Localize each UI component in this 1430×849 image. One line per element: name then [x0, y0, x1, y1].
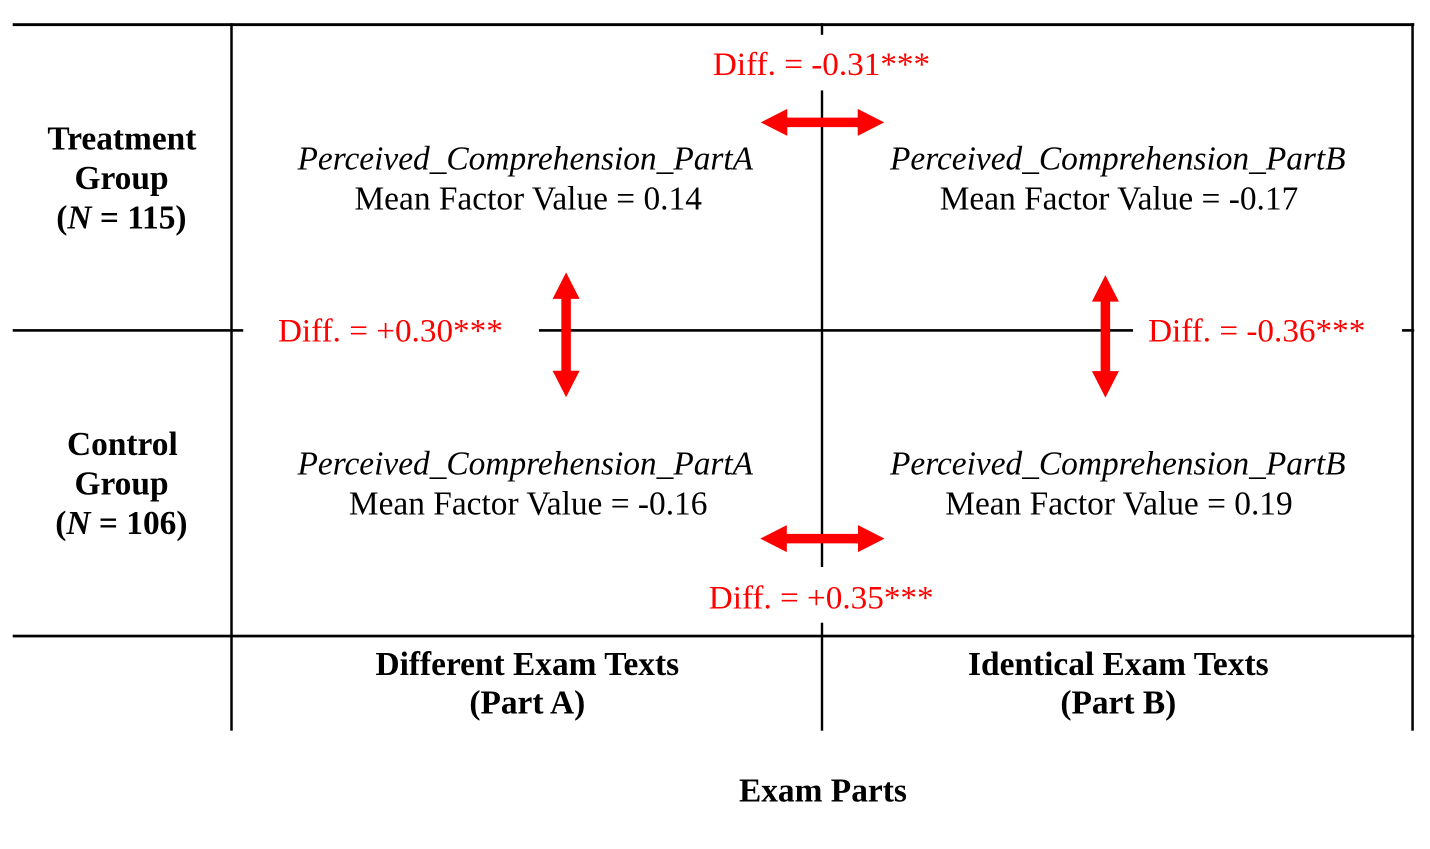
svg-text:(N = 115): (N = 115)	[56, 200, 186, 237]
svg-text:Control: Control	[67, 426, 178, 463]
svg-text:Mean Factor Value = -0.16: Mean Factor Value = -0.16	[349, 486, 708, 523]
svg-text:Diff. = +0.35***: Diff. = +0.35***	[709, 580, 934, 617]
svg-text:Group: Group	[74, 160, 168, 197]
svg-text:Perceived_Comprehension_PartB: Perceived_Comprehension_PartB	[889, 446, 1346, 483]
svg-text:Perceived_Comprehension_PartA: Perceived_Comprehension_PartA	[296, 141, 753, 178]
svg-text:Diff. = -0.36***: Diff. = -0.36***	[1148, 312, 1365, 349]
svg-text:Identical Exam Texts: Identical Exam Texts	[968, 646, 1269, 683]
svg-text:(N = 106): (N = 106)	[55, 505, 187, 542]
svg-text:Perceived_Comprehension_PartA: Perceived_Comprehension_PartA	[296, 446, 753, 483]
svg-text:Different Exam Texts: Different Exam Texts	[376, 646, 680, 683]
svg-text:Treatment: Treatment	[47, 121, 196, 158]
svg-text:Mean Factor Value = -0.17: Mean Factor Value = -0.17	[940, 181, 1299, 218]
svg-text:Diff. = -0.31***: Diff. = -0.31***	[713, 46, 930, 83]
svg-text:Diff. = +0.30***: Diff. = +0.30***	[278, 312, 503, 349]
svg-text:Mean Factor Value = 0.19: Mean Factor Value = 0.19	[945, 486, 1292, 523]
svg-text:Mean Factor Value = 0.14: Mean Factor Value = 0.14	[354, 181, 702, 218]
svg-text:Exam Parts: Exam Parts	[739, 772, 907, 809]
svg-text:Perceived_Comprehension_PartB: Perceived_Comprehension_PartB	[889, 141, 1346, 178]
svg-text:Group: Group	[74, 466, 168, 503]
svg-text:(Part A): (Part A)	[469, 685, 585, 722]
svg-text:(Part B): (Part B)	[1060, 685, 1176, 722]
